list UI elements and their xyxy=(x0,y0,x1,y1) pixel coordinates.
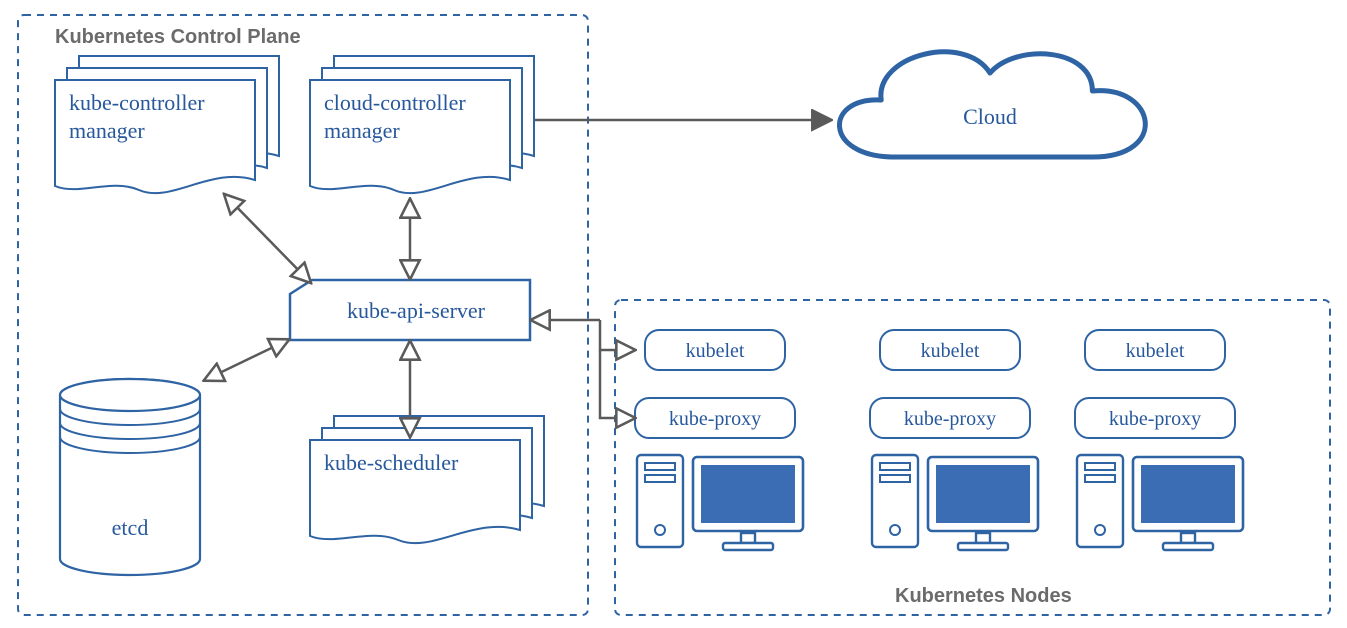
kube-proxy-0: kube-proxy xyxy=(635,398,795,438)
kube-proxy-1-label: kube-proxy xyxy=(904,408,996,430)
kube-api-server-label: kube-api-server xyxy=(347,298,486,323)
etcd-cylinder-label: etcd xyxy=(112,515,149,540)
kube-scheduler: kube-scheduler xyxy=(310,416,544,543)
kube-api-server: kube-api-server xyxy=(290,280,530,340)
computer-icon-0 xyxy=(637,455,803,550)
kubelet-0-label: kubelet xyxy=(686,340,745,362)
computer-icon-1 xyxy=(872,455,1038,550)
etcd-cylinder: etcd xyxy=(60,379,200,575)
kcm-api xyxy=(225,195,310,282)
control-plane-region-title: Kubernetes Control Plane xyxy=(55,26,301,48)
api-etcd xyxy=(205,340,288,380)
kube-controller-manager-label-1: manager xyxy=(69,118,145,143)
cloud-shape-label: Cloud xyxy=(963,104,1017,129)
kube-controller-manager: kube-controller manager xyxy=(55,56,279,193)
kube-proxy-1: kube-proxy xyxy=(870,398,1030,438)
computer-icon-2 xyxy=(1077,455,1243,550)
node-1: kubelet kube-proxy xyxy=(870,330,1038,550)
cloud-controller-manager: cloud-controller manager xyxy=(310,56,534,193)
node-2: kubelet kube-proxy xyxy=(1075,330,1243,550)
nodes-kubelet-branch xyxy=(600,320,634,350)
kubelet-1-label: kubelet xyxy=(921,340,980,362)
kubelet-1: kubelet xyxy=(880,330,1020,370)
node-0: kubelet kube-proxy xyxy=(635,330,803,550)
cloud-shape: Cloud xyxy=(839,52,1145,157)
kube-proxy-2: kube-proxy xyxy=(1075,398,1235,438)
kube-proxy-0-label: kube-proxy xyxy=(669,408,761,430)
nodes-region-title: Kubernetes Nodes xyxy=(895,585,1072,607)
nodes-kubeproxy-branch xyxy=(600,350,634,418)
kube-controller-manager-label-0: kube-controller xyxy=(69,90,205,115)
kube-scheduler-label-0: kube-scheduler xyxy=(324,450,459,475)
cloud-controller-manager-label-1: manager xyxy=(324,118,400,143)
kubelet-2: kubelet xyxy=(1085,330,1225,370)
cloud-controller-manager-label-0: cloud-controller xyxy=(324,90,466,115)
kubelet-2-label: kubelet xyxy=(1126,340,1185,362)
kube-proxy-2-label: kube-proxy xyxy=(1109,408,1201,430)
kubelet-0: kubelet xyxy=(645,330,785,370)
